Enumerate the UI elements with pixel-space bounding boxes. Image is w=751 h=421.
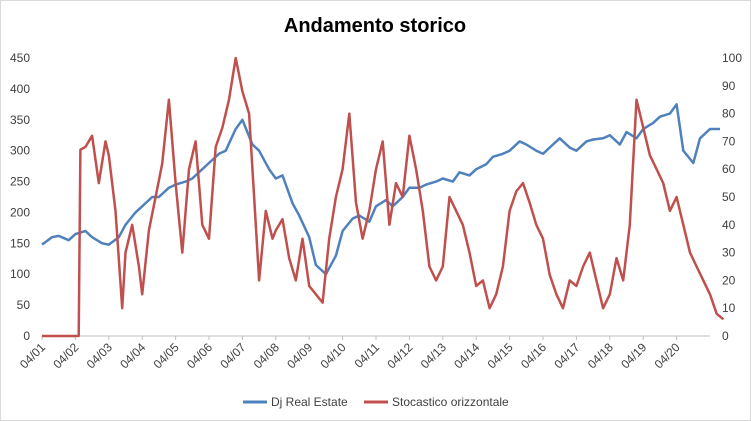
x-tick-label: 04/02 [50,340,81,371]
y-right-tick-label: 90 [722,79,736,93]
y-left-tick-label: 0 [23,329,30,343]
x-tick-label: 04/15 [485,340,516,371]
series-layer [41,56,725,338]
x-tick-label: 04/08 [251,340,282,371]
x-tick-label: 04/19 [618,340,649,371]
x-tick-label: 04/17 [551,340,582,371]
x-tick-label: 04/06 [184,340,215,371]
y-left-tick-label: 100 [10,267,30,281]
axes: 0 50 100 150 200 250 300 350 400 450 0 10 20 30 40 50 60… [10,51,742,371]
y-left-tick-label: 300 [10,144,30,158]
x-tick-label: 04/20 [652,340,683,371]
series-line-2 [42,56,725,338]
y-left-tick-label: 400 [10,82,30,96]
y-right-tick-label: 0 [722,329,729,343]
y-right-tick-label: 80 [722,107,736,121]
x-tick-label: 04/04 [117,340,148,371]
y-right-tick-label: 30 [722,246,736,260]
x-tick-label: 04/05 [151,340,182,371]
x-tick-label: 04/10 [318,340,349,371]
x-tick-label: 04/07 [217,340,248,371]
legend-label-1: Dj Real Estate [271,395,348,409]
x-tick-label: 04/03 [84,340,115,371]
y-left-tick-label: 250 [10,175,30,189]
x-tick-label: 04/01 [17,340,48,371]
y-right-tick-label: 70 [722,134,736,148]
x-tick-label: 04/16 [518,340,549,371]
chart-title: Andamento storico [284,15,466,37]
y-right-tick-label: 100 [722,51,742,65]
y-left-tick-label: 450 [10,51,30,65]
y-right-tick-label: 60 [722,162,736,176]
x-tick-label: 04/18 [585,340,616,371]
x-tick-label: 04/09 [284,340,315,371]
y-right-tick-label: 10 [722,301,736,315]
y-right-tick-label: 40 [722,218,736,232]
y-right-tick-label: 50 [722,190,736,204]
y-left-tick-label: 350 [10,113,30,127]
y-left-tick-label: 150 [10,236,30,250]
legend-label-2: Stocastico orizzontale [392,395,509,409]
y-left-tick-label: 200 [10,205,30,219]
x-tick-label: 04/13 [418,340,449,371]
x-tick-label: 04/14 [451,340,482,371]
y-left-tick-label: 50 [17,298,31,312]
legend: Dj Real Estate Stocastico orizzontale [243,395,509,409]
x-tick-label: 04/11 [352,340,383,371]
series-line-1 [41,103,720,276]
x-tick-label: 04/12 [384,340,415,371]
y-right-tick-label: 20 [722,273,736,287]
